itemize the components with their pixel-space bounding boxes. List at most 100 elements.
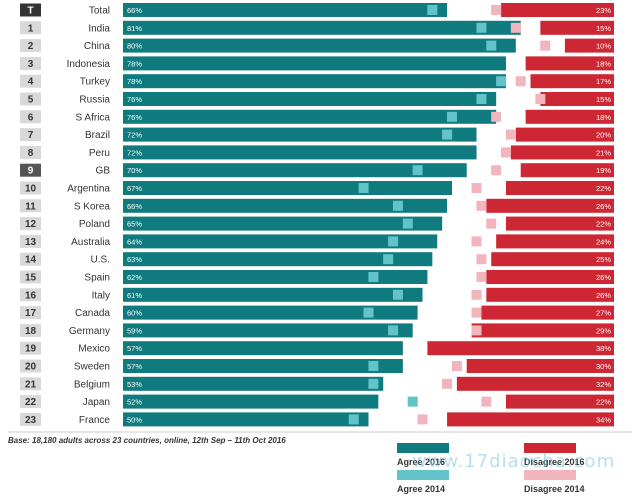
- rank-label-s-africa: 6: [28, 112, 34, 123]
- category-label-total: Total: [89, 6, 110, 17]
- marker-disagree-2014-peru: [500, 147, 511, 158]
- data-label-disagree-2016-poland: 22%: [596, 220, 611, 229]
- data-label-disagree-2016-gb: 19%: [596, 166, 611, 175]
- data-label-disagree-2016-russia: 15%: [596, 95, 611, 104]
- data-label-disagree-2016-u-s-: 25%: [596, 255, 611, 264]
- marker-agree-2014-turkey: [496, 76, 507, 87]
- category-label-canada: Canada: [75, 308, 110, 319]
- bar-agree-2016-s-korea: [123, 198, 448, 213]
- marker-agree-2014-germany: [388, 325, 399, 336]
- marker-agree-2014-australia: [388, 236, 399, 247]
- rank-label-sweden: 20: [25, 362, 37, 373]
- category-label-s-korea: S Korea: [74, 201, 111, 212]
- legend-label-disagree-2014: Disagree 2014: [524, 484, 585, 494]
- marker-disagree-2014-belgium: [442, 378, 453, 389]
- marker-disagree-2014-japan: [481, 396, 492, 407]
- marker-disagree-2014-turkey: [515, 76, 526, 87]
- bar-disagree-2016-italy: [486, 287, 614, 302]
- data-label-disagree-2016-s-africa: 18%: [596, 113, 611, 122]
- bar-disagree-2016-indonesia: [525, 56, 614, 71]
- category-label-gb: GB: [96, 166, 111, 177]
- rank-box-belgium: [20, 377, 41, 391]
- data-label-agree-2016-belgium: 53%: [127, 380, 142, 389]
- data-label-agree-2016-s-korea: 66%: [127, 202, 142, 211]
- category-label-u-s-: U.S.: [91, 255, 110, 266]
- data-label-disagree-2016-australia: 24%: [596, 237, 611, 246]
- legend-swatch-agree-2014: [397, 470, 449, 480]
- data-label-disagree-2016-mexico: 38%: [596, 344, 611, 353]
- bar-agree-2016-turkey: [123, 74, 506, 89]
- rank-label-germany: 18: [25, 326, 37, 337]
- marker-disagree-2014-italy: [471, 289, 482, 300]
- data-label-disagree-2016-spain: 26%: [596, 273, 611, 282]
- category-label-france: France: [79, 415, 111, 426]
- data-label-agree-2016-poland: 65%: [127, 220, 142, 229]
- bar-disagree-2016-japan: [505, 394, 614, 409]
- marker-disagree-2014-russia: [535, 94, 546, 104]
- category-label-brazil: Brazil: [85, 130, 110, 141]
- data-label-disagree-2016-indonesia: 18%: [596, 59, 611, 68]
- bar-agree-2016-italy: [123, 287, 423, 302]
- category-label-indonesia: Indonesia: [67, 59, 111, 70]
- rank-box-china: [20, 39, 41, 53]
- data-label-agree-2016-india: 81%: [127, 24, 142, 33]
- bar-agree-2016-poland: [123, 216, 443, 231]
- rank-label-peru: 8: [28, 148, 34, 159]
- marker-disagree-2014-u-s-: [476, 254, 487, 265]
- data-label-agree-2016-indonesia: 78%: [127, 59, 142, 68]
- marker-agree-2014-italy: [392, 289, 403, 300]
- data-label-agree-2016-canada: 60%: [127, 309, 142, 318]
- watermark: www.17diaocha.com: [412, 451, 616, 472]
- bar-agree-2016-japan: [123, 394, 379, 409]
- category-label-mexico: Mexico: [78, 344, 110, 355]
- marker-agree-2014-russia: [476, 94, 487, 104]
- rank-box-gb: [20, 163, 41, 177]
- bar-disagree-2016-germany: [471, 323, 614, 338]
- legend-swatch-agree-2016: [397, 443, 449, 453]
- marker-disagree-2014-sweden: [451, 361, 462, 371]
- rank-label-italy: 16: [25, 290, 37, 301]
- legend-swatch-disagree-2014: [524, 470, 576, 480]
- data-label-agree-2016-australia: 64%: [127, 237, 142, 246]
- bar-agree-2016-mexico: [123, 341, 403, 356]
- marker-agree-2014-sweden: [368, 361, 379, 371]
- rank-box-u-s-: [20, 252, 41, 266]
- bar-disagree-2016-mexico: [427, 341, 614, 356]
- rank-label-indonesia: 3: [28, 59, 34, 70]
- bar-disagree-2016-peru: [510, 145, 614, 160]
- bar-disagree-2016-france: [447, 412, 614, 427]
- data-label-disagree-2016-india: 15%: [596, 24, 611, 33]
- rank-label-india: 1: [28, 23, 34, 34]
- legend-label-agree-2016: Agree 2016: [397, 457, 446, 467]
- bar-disagree-2016-brazil: [515, 127, 614, 142]
- bar-agree-2016-sweden: [123, 359, 403, 373]
- marker-agree-2014-india: [476, 22, 487, 33]
- rank-label-russia: 5: [28, 95, 34, 106]
- rank-box-indonesia: [20, 56, 41, 70]
- data-label-disagree-2016-japan: 22%: [596, 398, 611, 407]
- data-label-agree-2016-u-s-: 63%: [127, 255, 142, 264]
- bar-disagree-2016-s-africa: [525, 109, 614, 124]
- bar-disagree-2016-s-korea: [486, 198, 614, 213]
- marker-agree-2014-s-africa: [446, 111, 457, 122]
- bar-disagree-2016-poland: [505, 216, 614, 231]
- rank-label-argentina: 10: [25, 184, 37, 195]
- category-label-turkey: Turkey: [80, 77, 110, 88]
- bar-disagree-2016-turkey: [530, 74, 614, 89]
- category-label-italy: Italy: [92, 290, 110, 301]
- marker-disagree-2014-poland: [486, 218, 497, 229]
- legend-label-disagree-2016: Disagree 2016: [524, 457, 585, 467]
- bar-agree-2016-china: [123, 38, 516, 53]
- category-label-spain: Spain: [84, 273, 110, 284]
- marker-disagree-2014-canada: [471, 307, 482, 318]
- data-label-agree-2016-sweden: 57%: [127, 362, 142, 371]
- rank-box-total: [20, 3, 41, 17]
- rank-box-sweden: [20, 359, 41, 373]
- category-label-china: China: [84, 41, 111, 52]
- rank-box-poland: [20, 217, 41, 231]
- category-label-germany: Germany: [69, 326, 110, 337]
- data-label-disagree-2016-germany: 29%: [596, 326, 611, 335]
- rank-label-belgium: 21: [25, 379, 37, 390]
- rank-label-france: 23: [25, 415, 37, 426]
- data-label-disagree-2016-total: 23%: [596, 6, 611, 15]
